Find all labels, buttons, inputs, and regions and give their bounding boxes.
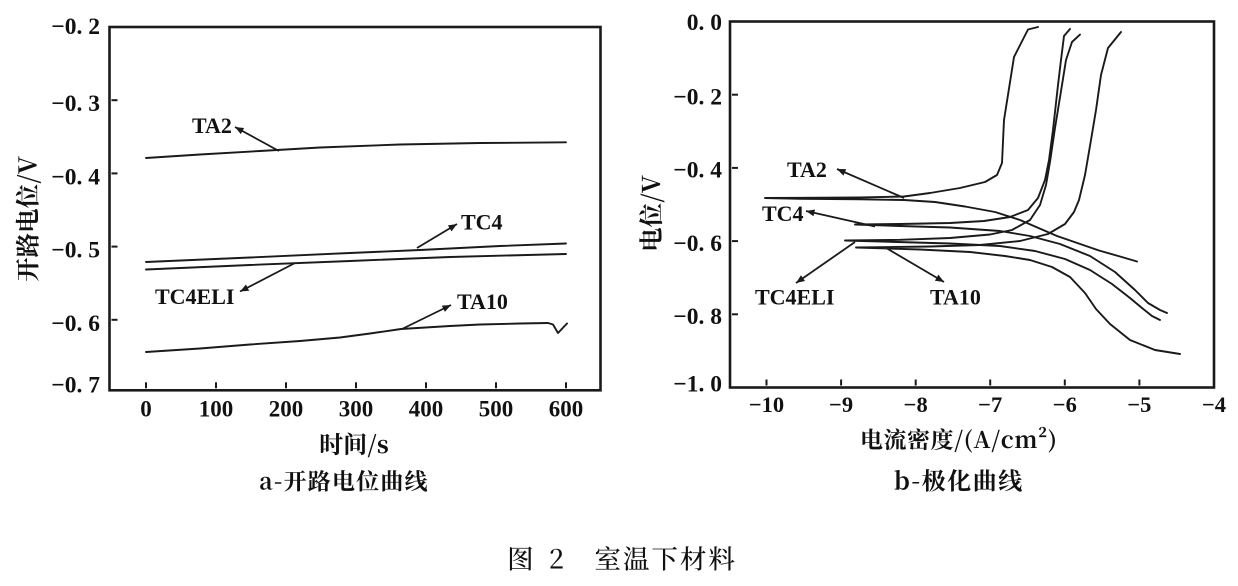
svg-text:−0. 4: −0. 4: [673, 158, 722, 184]
svg-text:TA10: TA10: [457, 289, 508, 314]
svg-text:−9: −9: [829, 392, 853, 417]
svg-text:TA2: TA2: [787, 157, 827, 182]
svg-text:−0. 7: −0. 7: [51, 373, 100, 399]
svg-text:−6: −6: [1053, 392, 1077, 417]
svg-text:−1. 0: −1. 0: [673, 372, 722, 398]
svg-text:−8: −8: [904, 392, 928, 417]
svg-text:TC4: TC4: [461, 210, 503, 235]
svg-text:500: 500: [479, 397, 514, 422]
svg-text:TA10: TA10: [930, 285, 981, 310]
svg-text:−10: −10: [749, 392, 784, 417]
svg-text:−0. 5: −0. 5: [51, 238, 100, 264]
svg-text:−0. 8: −0. 8: [673, 304, 722, 330]
svg-text:TC4ELI: TC4ELI: [155, 284, 234, 309]
svg-text:−7: −7: [978, 392, 1002, 417]
svg-text:100: 100: [199, 397, 234, 422]
svg-text:TA2: TA2: [192, 113, 232, 138]
svg-text:−0. 6: −0. 6: [673, 231, 722, 257]
svg-text:−0. 4: −0. 4: [51, 164, 100, 190]
svg-text:TC4ELI: TC4ELI: [755, 285, 834, 310]
svg-text:300: 300: [339, 397, 374, 422]
svg-text:0: 0: [140, 397, 152, 422]
svg-text:−0. 2: −0. 2: [51, 14, 100, 40]
svg-text:200: 200: [269, 397, 304, 422]
svg-text:−4: −4: [1202, 392, 1226, 417]
svg-text:−5: −5: [1127, 392, 1151, 417]
svg-text:0. 0: 0. 0: [687, 10, 722, 36]
svg-text:TC4: TC4: [762, 201, 804, 226]
svg-text:−0. 2: −0. 2: [673, 85, 722, 111]
svg-text:−0. 3: −0. 3: [51, 91, 100, 117]
svg-text:400: 400: [409, 397, 444, 422]
svg-text:600: 600: [549, 397, 584, 422]
svg-text:−0. 6: −0. 6: [51, 311, 100, 337]
